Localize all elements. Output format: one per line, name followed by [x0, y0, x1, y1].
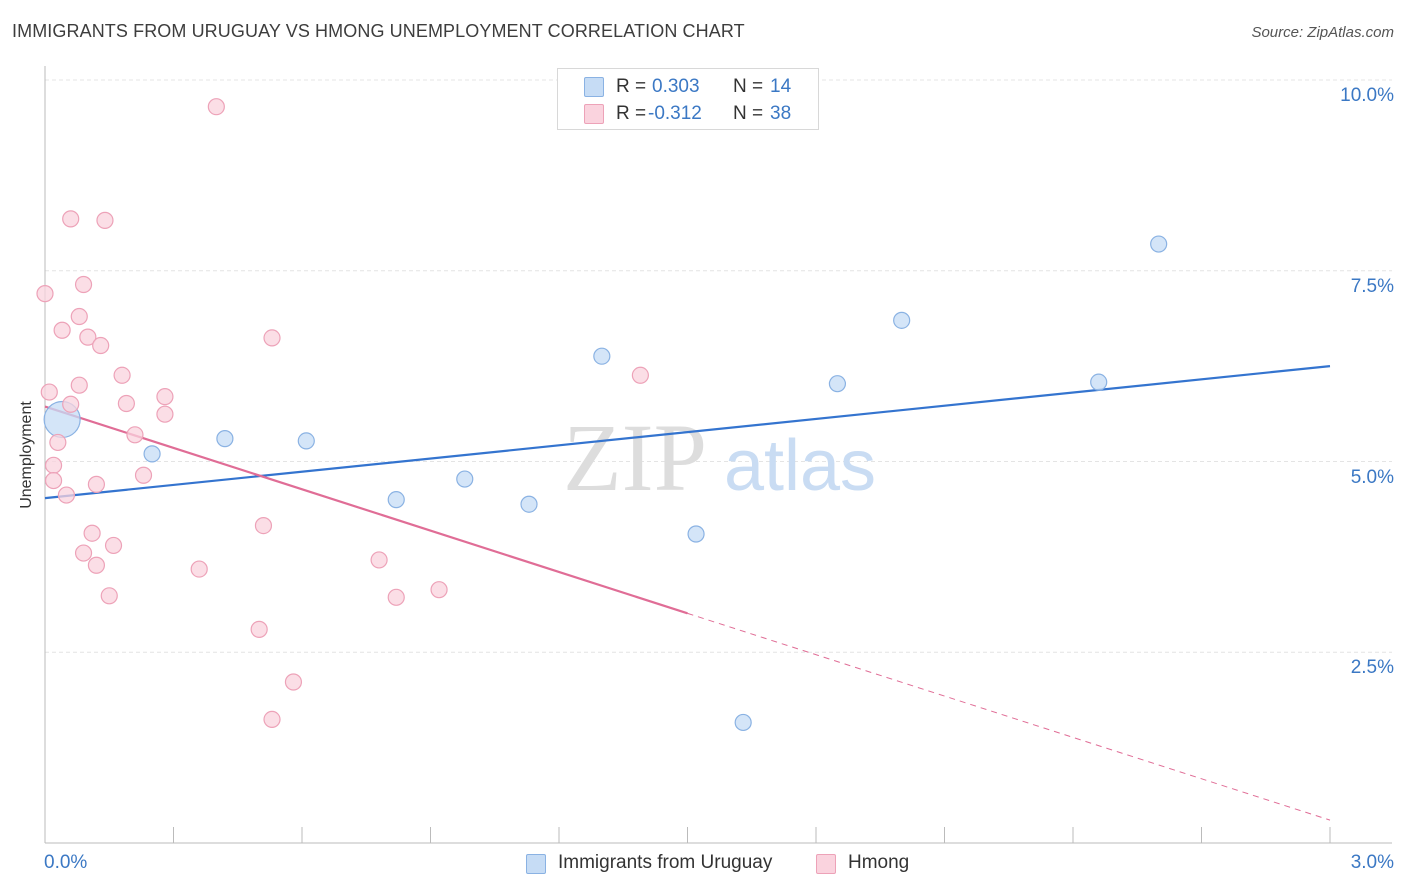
data-point-hmong — [87, 475, 106, 493]
data-point-hmong — [113, 366, 131, 384]
data-point-hmong — [370, 551, 388, 569]
legend-swatch-uruguay — [526, 854, 546, 874]
data-point-hmong — [49, 433, 67, 452]
data-point-uruguay — [216, 430, 234, 448]
trend-line-hmong — [44, 405, 688, 615]
data-point-uruguay — [520, 495, 538, 513]
trend-line-extension-hmong — [687, 612, 1331, 821]
data-point-hmong — [62, 395, 80, 413]
correlation-legend: R = 0.303 N = 14 R = -0.312 N = 38 — [557, 68, 819, 130]
data-point-hmong — [117, 394, 135, 413]
data-point-uruguay — [297, 432, 315, 450]
data-point-hmong — [387, 588, 405, 606]
data-point-hmong — [190, 560, 208, 578]
gridlines — [45, 79, 1392, 653]
data-point-hmong — [87, 556, 106, 574]
source-credit: Source: ZipAtlas.com — [1251, 24, 1394, 41]
watermark-atlas: atlas — [724, 426, 876, 506]
data-point-hmong — [70, 307, 88, 326]
data-point-uruguay — [893, 311, 911, 329]
data-points — [36, 98, 1168, 732]
legend-label-hmong: Hmong — [848, 852, 910, 873]
data-point-hmong — [57, 486, 76, 504]
data-point-hmong — [74, 544, 93, 562]
data-point-hmong — [53, 321, 71, 339]
data-point-hmong — [79, 328, 97, 346]
data-point-uruguay — [1150, 235, 1168, 253]
data-point-hmong — [92, 336, 110, 355]
data-point-hmong — [631, 366, 649, 384]
trend-lines — [44, 365, 1331, 821]
data-point-uruguay — [456, 470, 474, 488]
data-point-hmong — [263, 710, 281, 728]
x-tick-label-max: 3.0% — [1350, 852, 1394, 873]
y-tick-label: 10.0% — [1340, 85, 1394, 106]
data-point-hmong — [40, 383, 58, 401]
data-point-hmong — [74, 275, 93, 294]
legend-r-value: 0.303 — [652, 76, 700, 97]
data-point-hmong — [430, 581, 448, 599]
legend-n-label: N = — [733, 103, 764, 124]
data-point-uruguay — [387, 491, 405, 509]
data-point-hmong — [263, 329, 281, 347]
legend-swatch-hmong — [816, 854, 836, 874]
data-point-hmong — [44, 456, 63, 474]
watermark-zip: ZIP — [563, 404, 707, 511]
data-point-uruguay — [828, 375, 847, 393]
legend-n-label: N = — [733, 76, 764, 97]
watermark: ZIP atlas — [563, 404, 876, 511]
y-tick-label: 2.5% — [1350, 657, 1394, 679]
data-point-hmong — [83, 524, 101, 542]
data-point-uruguay — [593, 347, 611, 365]
data-point-hmong — [284, 673, 303, 691]
legend-label-uruguay: Immigrants from Uruguay — [558, 852, 773, 873]
legend-r-value: -0.312 — [648, 103, 702, 124]
legend-n-value: 38 — [770, 103, 792, 124]
data-point-uruguay — [143, 445, 161, 463]
y-tick-label: 7.5% — [1350, 275, 1394, 297]
data-point-hmong — [62, 210, 80, 228]
data-point-hmong — [96, 211, 114, 229]
data-point-uruguay — [687, 525, 705, 543]
data-point-uruguay — [734, 713, 752, 732]
data-point-hmong — [104, 536, 123, 555]
data-point-hmong — [126, 426, 144, 444]
legend-r-label: R = — [616, 76, 647, 97]
chart-title: IMMIGRANTS FROM URUGUAY VS HMONG UNEMPLO… — [12, 21, 745, 41]
data-point-uruguay — [1090, 373, 1108, 391]
legend-swatch-hmong — [584, 104, 604, 124]
legend-r-label: R = — [616, 103, 647, 124]
legend-n-value: 14 — [770, 76, 792, 97]
legend-swatch-uruguay — [584, 77, 604, 97]
data-point-hmong — [100, 587, 118, 605]
data-point-hmong — [250, 620, 268, 638]
data-point-hmong — [44, 471, 63, 490]
data-point-hmong — [36, 285, 54, 303]
data-point-hmong — [70, 376, 88, 394]
data-point-hmong — [207, 98, 225, 116]
data-point-hmong — [134, 466, 153, 484]
x-tick-label-min: 0.0% — [44, 852, 88, 873]
data-point-hmong — [156, 405, 174, 423]
data-point-hmong — [156, 388, 174, 406]
axes — [44, 66, 1392, 844]
y-tick-label: 5.0% — [1350, 466, 1394, 488]
data-point-hmong — [254, 516, 273, 535]
